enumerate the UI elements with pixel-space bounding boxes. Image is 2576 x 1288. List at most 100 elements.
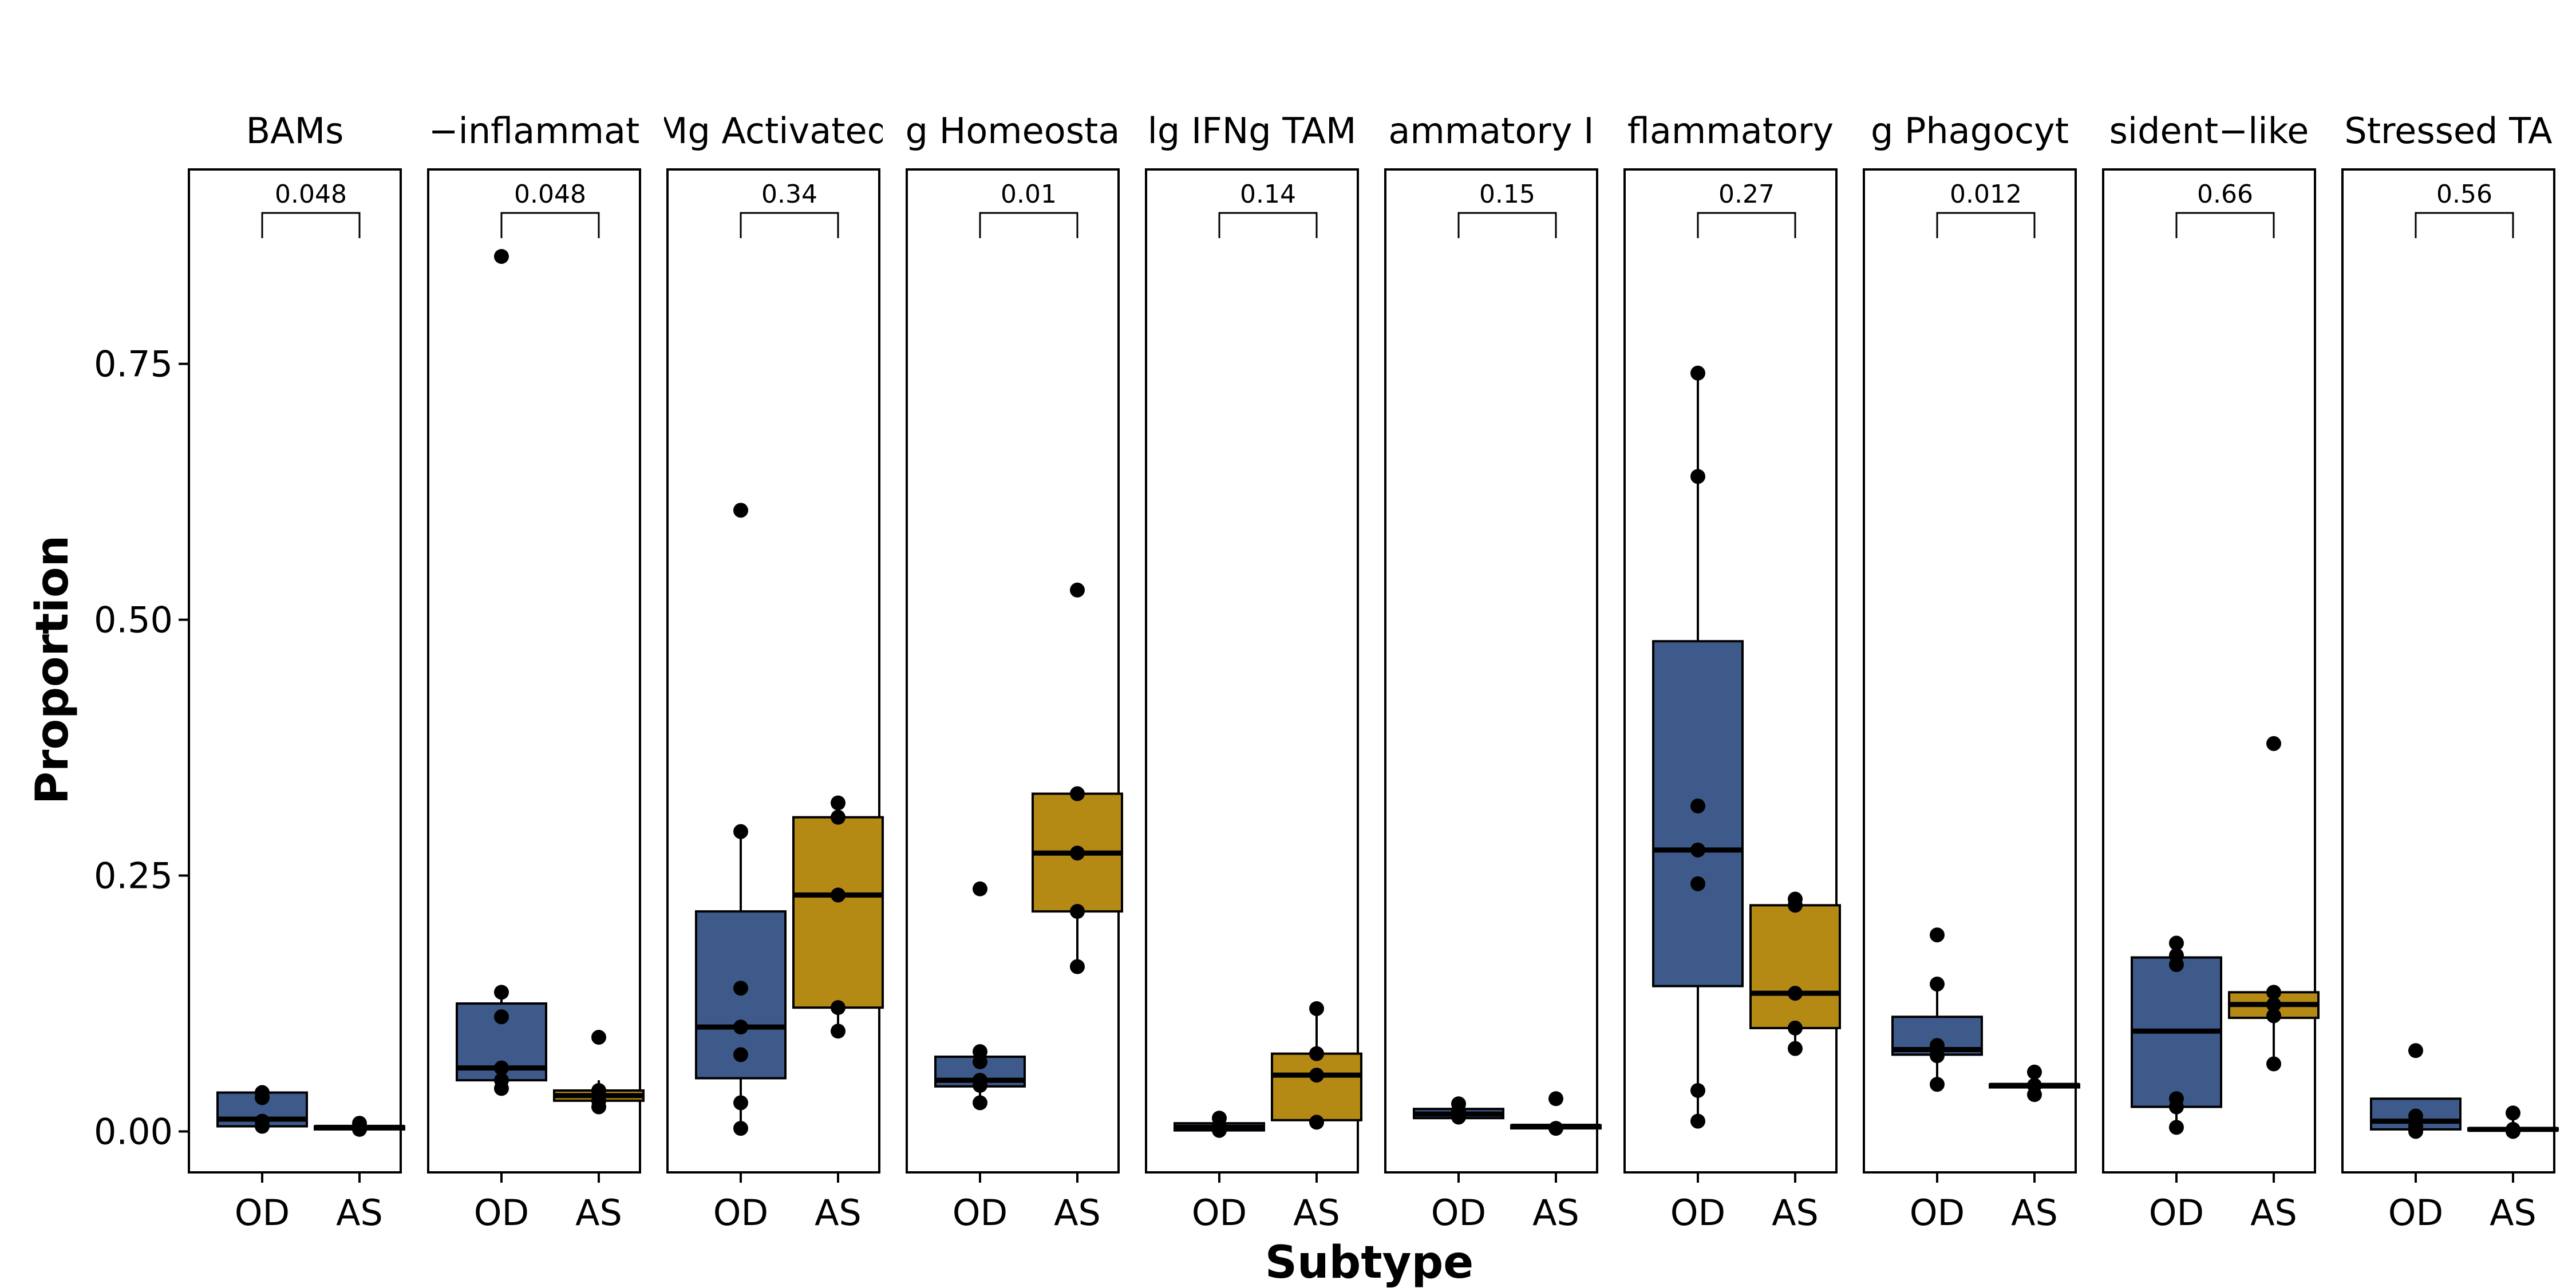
- data-point: [2408, 1119, 2423, 1134]
- data-point: [1930, 1077, 1945, 1092]
- significance-bracket: [740, 212, 839, 238]
- data-point: [1690, 842, 1705, 858]
- significance-bracket: [979, 212, 1078, 238]
- data-point: [591, 1082, 606, 1098]
- p-value-label: 0.27: [1718, 180, 1775, 209]
- y-tick-label: 0.50: [94, 599, 173, 641]
- data-point: [1788, 891, 1803, 907]
- significance-bracket: [1218, 212, 1318, 238]
- panel-frame: [1384, 168, 1598, 1174]
- data-point: [494, 1009, 509, 1025]
- data-point: [591, 1093, 606, 1108]
- data-point: [1930, 927, 1945, 943]
- x-tick-label: OD: [2388, 1192, 2444, 1234]
- data-point: [591, 1030, 606, 1045]
- data-point: [1690, 1082, 1705, 1098]
- data-point: [1070, 904, 1085, 919]
- data-point: [2266, 1056, 2281, 1072]
- data-point: [1690, 1113, 1705, 1129]
- data-point: [733, 1020, 748, 1035]
- facet-panel: Mg Activated 0.34 OD AS: [657, 110, 890, 1234]
- p-value-label: 0.15: [1479, 180, 1535, 209]
- data-point: [1070, 786, 1085, 801]
- x-tick-label: OD: [1910, 1192, 1965, 1234]
- panel-frame: [188, 168, 402, 1174]
- data-point: [2169, 935, 2184, 951]
- facet-panel: −inflammat 0.048 OD AS: [427, 110, 645, 1234]
- significance-bracket: [2175, 212, 2275, 238]
- data-point: [2506, 1105, 2520, 1121]
- data-point: [733, 824, 748, 839]
- data-point: [973, 881, 987, 896]
- data-point: [1548, 1091, 1563, 1107]
- facet-title: −inflammat: [429, 110, 640, 152]
- data-point: [1788, 986, 1803, 1001]
- panel-frame: [906, 168, 1120, 1174]
- data-point: [973, 1054, 987, 1069]
- data-point: [1690, 798, 1705, 813]
- x-tick-label: AS: [2490, 1192, 2537, 1234]
- panel-frame: [2102, 168, 2316, 1174]
- significance-bracket: [1697, 212, 1796, 238]
- data-point: [494, 248, 509, 264]
- data-point: [494, 1060, 509, 1076]
- data-point: [973, 1044, 987, 1060]
- data-point: [831, 795, 846, 811]
- facet-panel: g Homeosta 0.01 OD AS: [906, 110, 1123, 1234]
- data-point: [733, 503, 748, 518]
- data-point: [2027, 1078, 2042, 1093]
- p-value-label: 0.048: [275, 180, 347, 209]
- significance-bracket: [2415, 212, 2514, 238]
- y-axis-title: Proportion: [27, 535, 78, 804]
- data-point: [973, 1073, 987, 1088]
- p-value-label: 0.01: [1001, 180, 1057, 209]
- box-as: [1749, 904, 1841, 1029]
- significance-bracket: [500, 212, 600, 238]
- facet-title: BAMs: [246, 110, 344, 152]
- data-point: [1309, 1046, 1324, 1061]
- facet-title: Stressed TA: [2344, 110, 2552, 152]
- data-point: [831, 887, 846, 903]
- x-tick-label: OD: [713, 1192, 769, 1234]
- data-point: [2266, 1008, 2281, 1024]
- facet-panel: sident−like 0.66 OD AS: [2102, 110, 2320, 1234]
- x-tick-label: AS: [575, 1192, 622, 1234]
- x-tick-label: OD: [1431, 1192, 1487, 1234]
- x-tick-label: AS: [1054, 1192, 1101, 1234]
- data-point: [1309, 1068, 1324, 1083]
- x-axis-title: Subtype: [1265, 1237, 1473, 1288]
- p-value-label: 0.66: [2197, 180, 2253, 209]
- data-point: [1070, 582, 1085, 598]
- data-point: [733, 1095, 748, 1111]
- data-point: [2506, 1121, 2520, 1137]
- box-od: [1652, 640, 1744, 987]
- data-point: [1690, 469, 1705, 484]
- data-point: [831, 1000, 846, 1016]
- data-point: [2169, 1091, 2184, 1107]
- facet-panels: BAMs 0.048 OD AS −inflammat 0.048 OD AS Mg Activ…: [188, 110, 2559, 1234]
- x-tick-label: AS: [2011, 1192, 2058, 1234]
- box-as: [1271, 1052, 1362, 1121]
- facet-title: ammatory I: [1388, 110, 1594, 152]
- facet-title: flammatory: [1627, 110, 1834, 152]
- x-tick-label: AS: [1293, 1192, 1340, 1234]
- x-tick-label: OD: [2149, 1192, 2204, 1234]
- data-point: [2408, 1108, 2423, 1124]
- x-tick-label: OD: [953, 1192, 1008, 1234]
- data-point: [1690, 365, 1705, 381]
- facet-title: Mg Activated: [657, 110, 890, 152]
- data-point: [255, 1113, 270, 1129]
- significance-bracket: [261, 212, 361, 238]
- data-point: [733, 1047, 748, 1062]
- data-point: [2169, 1120, 2184, 1135]
- significance-bracket: [1457, 212, 1557, 238]
- x-tick-label: AS: [1532, 1192, 1579, 1234]
- x-tick-label: OD: [1192, 1192, 1247, 1234]
- p-value-label: 0.048: [514, 180, 586, 209]
- data-point: [831, 1024, 846, 1039]
- facet-title: lg IFNg TAM: [1148, 110, 1357, 152]
- panel-frame: [1623, 168, 1838, 1174]
- panel-frame: [666, 168, 880, 1174]
- panel-frame: [1863, 168, 2077, 1174]
